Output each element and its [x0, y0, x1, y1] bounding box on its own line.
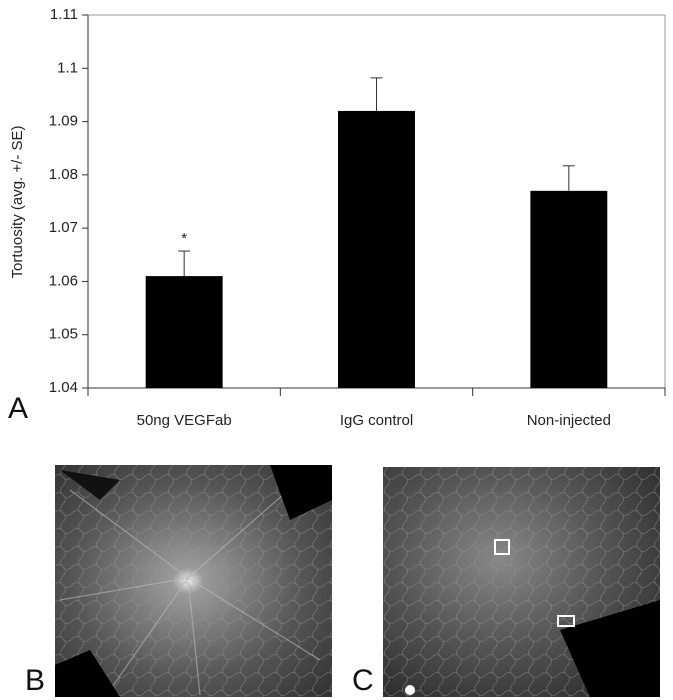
panel-label: B [25, 664, 45, 697]
x-tick-label: Non-injected [527, 412, 611, 429]
y-tick-label: 1.07 [49, 219, 78, 236]
y-tick-label: 1.05 [49, 326, 78, 343]
x-tick-label: 50ng VEGFab [137, 412, 232, 429]
x-tick-label: IgG control [340, 412, 413, 429]
y-tick-label: 1.09 [49, 113, 78, 130]
bar [338, 110, 415, 389]
y-tick-label: 1.08 [49, 166, 78, 183]
y-tick-label: 1.04 [49, 379, 78, 396]
annotation: * [181, 230, 187, 247]
image-c [383, 467, 660, 697]
y-tick-label: 1.06 [49, 272, 78, 289]
y-tick-label: 1.11 [50, 6, 78, 23]
y-tick-label: 1.1 [57, 59, 78, 76]
bar [145, 276, 223, 388]
y-axis-label: Tortuosity (avg. +/- SE) [9, 126, 26, 279]
panel-label: A [8, 392, 28, 425]
bar [530, 190, 608, 388]
image-b [55, 465, 332, 697]
panel-label: C [352, 664, 374, 697]
